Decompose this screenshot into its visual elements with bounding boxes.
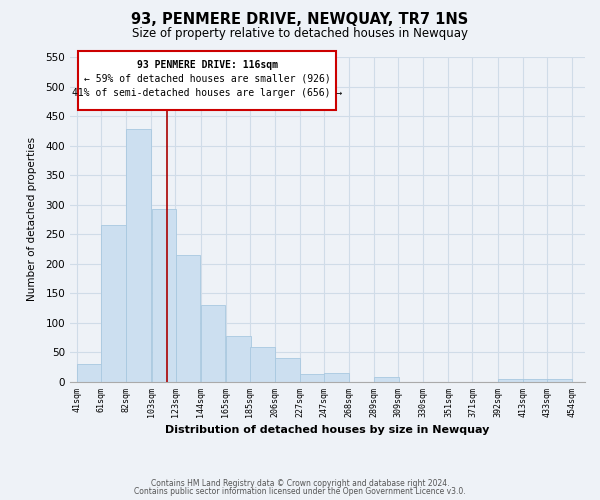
Bar — [498, 379, 523, 382]
Text: 93, PENMERE DRIVE, NEWQUAY, TR7 1NS: 93, PENMERE DRIVE, NEWQUAY, TR7 1NS — [131, 12, 469, 28]
Bar — [101, 226, 126, 382]
Y-axis label: Number of detached properties: Number of detached properties — [27, 138, 37, 302]
Bar — [226, 336, 251, 382]
Bar — [200, 305, 226, 382]
Bar — [547, 380, 572, 382]
Bar — [79, 51, 336, 110]
Bar — [127, 129, 151, 382]
Bar — [152, 209, 176, 382]
Text: 93 PENMERE DRIVE: 116sqm: 93 PENMERE DRIVE: 116sqm — [137, 60, 278, 70]
Bar — [275, 358, 300, 382]
Bar — [300, 374, 325, 382]
Text: Contains HM Land Registry data © Crown copyright and database right 2024.: Contains HM Land Registry data © Crown c… — [151, 478, 449, 488]
Bar — [324, 373, 349, 382]
Text: Contains public sector information licensed under the Open Government Licence v3: Contains public sector information licen… — [134, 487, 466, 496]
X-axis label: Distribution of detached houses by size in Newquay: Distribution of detached houses by size … — [165, 425, 490, 435]
Bar — [523, 380, 548, 382]
Text: Size of property relative to detached houses in Newquay: Size of property relative to detached ho… — [132, 28, 468, 40]
Text: ← 59% of detached houses are smaller (926): ← 59% of detached houses are smaller (92… — [84, 74, 331, 84]
Bar — [176, 256, 200, 382]
Bar — [250, 347, 275, 382]
Bar — [374, 377, 399, 382]
Text: 41% of semi-detached houses are larger (656) →: 41% of semi-detached houses are larger (… — [72, 88, 342, 98]
Bar — [77, 364, 102, 382]
